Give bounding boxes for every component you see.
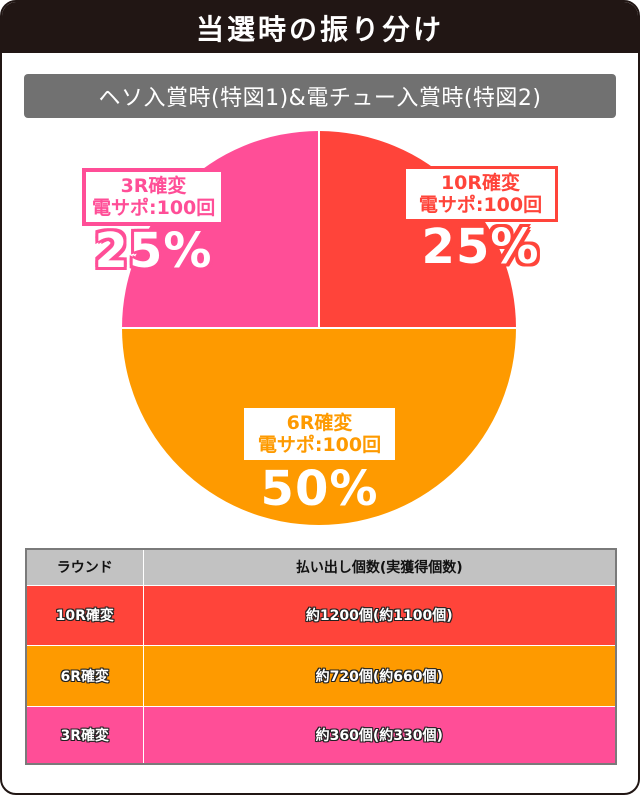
slice-percent: 50% xyxy=(260,461,379,517)
table-row: 6R確変 約720個(約660個) xyxy=(25,644,617,707)
slice-label-box: 6R確変 電サポ:100回 xyxy=(244,408,395,460)
cell-payout: 約720個(約660個) xyxy=(142,644,617,707)
cell-round: 10R確変 xyxy=(25,584,144,646)
slice-name: 6R確変 xyxy=(286,412,353,434)
table-row: 3R確変 約360個(約330個) xyxy=(25,705,617,765)
slice-sub: 電サポ:100回 xyxy=(92,197,216,219)
slice-name: 10R確変 xyxy=(440,172,521,194)
cell-payout: 約1200個(約1100個) xyxy=(142,584,617,646)
cell-payout: 約360個(約330個) xyxy=(142,705,617,765)
slice-label-6r: 6R確変 電サポ:100回 50% xyxy=(244,408,395,514)
pie-chart: 3R確変 電サポ:100回 25% 10R確変 電サポ:100回 25% 6R確… xyxy=(2,2,638,542)
slice-label-10r: 10R確変 電サポ:100回 25% xyxy=(403,166,558,272)
slice-sub: 電サポ:100回 xyxy=(418,194,543,216)
slice-10r xyxy=(319,131,516,328)
column-header-payout: 払い出し個数(実獲得個数) xyxy=(142,548,617,586)
slice-percent: 25% xyxy=(421,219,540,275)
table-row: 10R確変 約1200個(約1100個) xyxy=(25,584,617,646)
payout-table: ラウンド 払い出し個数(実獲得個数) 10R確変 約1200個(約1100個) … xyxy=(25,548,617,765)
slice-label-box: 10R確変 電サポ:100回 xyxy=(403,166,558,222)
slice-percent: 25% xyxy=(94,223,213,279)
chart-subtitle: ヘソ入賞時(特図1)&電チュー入賞時(特図2) xyxy=(24,74,616,118)
slice-label-3r: 3R確変 電サポ:100回 25% xyxy=(82,168,225,276)
slice-label-box: 3R確変 電サポ:100回 xyxy=(82,168,225,226)
slice-sub: 電サポ:100回 xyxy=(257,434,382,456)
cell-round: 6R確変 xyxy=(25,644,144,707)
column-header-round: ラウンド xyxy=(25,548,144,586)
slice-3r xyxy=(122,131,319,328)
cell-round: 3R確変 xyxy=(25,705,144,765)
slice-name: 3R確変 xyxy=(120,175,187,197)
table-header-row: ラウンド 払い出し個数(実獲得個数) xyxy=(25,548,617,586)
page-title: 当選時の振り分け xyxy=(2,2,638,53)
